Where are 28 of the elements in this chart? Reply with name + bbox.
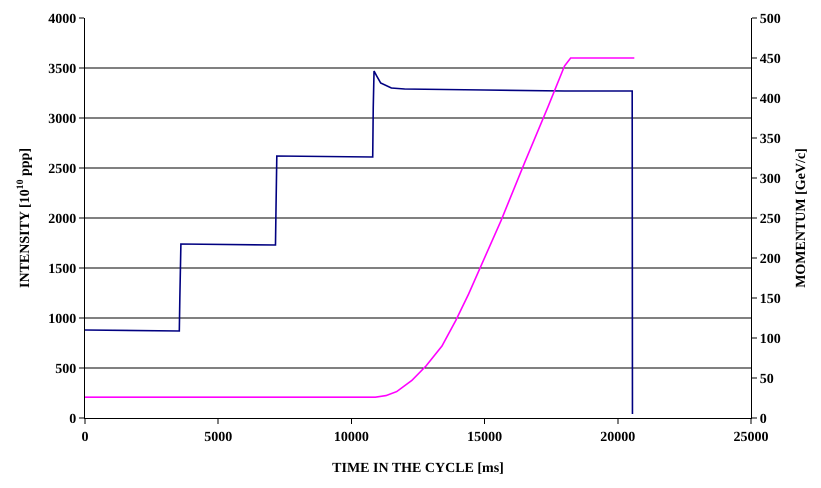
y-tick-label: 3500 [48,62,76,77]
x-tick-label: 25000 [734,430,768,445]
x-tick-label: 10000 [334,430,369,445]
y2-tick-label: 300 [760,172,781,187]
y-tick-label: 4000 [48,12,76,27]
y-tick-label: 500 [55,362,76,377]
y-tick-label: 2500 [48,162,76,177]
y2-tick-label: 350 [760,132,781,147]
y2-tick-label: 200 [760,252,781,267]
y-tick-label: 0 [69,412,76,427]
y2-tick-label: 400 [760,92,781,107]
y2-tick-label: 150 [760,292,781,307]
y2-tick-label: 100 [760,332,781,347]
y2-tick-label: 500 [760,12,781,27]
x-tick-label: 5000 [204,430,232,445]
y-tick-label: 2000 [48,212,76,227]
y2-tick-label: 0 [760,412,767,427]
y2-tick-label: 450 [760,52,781,67]
y-tick-label: 1000 [48,312,76,327]
x-axis-title: TIME IN THE CYCLE [ms] [332,461,504,476]
y-tick-label: 1500 [48,262,76,277]
y-tick-label: 3000 [48,112,76,127]
y2-tick-label: 250 [760,212,781,227]
x-tick-label: 15000 [467,430,502,445]
y2-axis-title: MOMENTUM [GeV/c] [794,148,810,288]
x-tick-label: 20000 [600,430,636,445]
x-tick-label: 0 [82,430,88,445]
y2-tick-label: 50 [760,372,774,387]
